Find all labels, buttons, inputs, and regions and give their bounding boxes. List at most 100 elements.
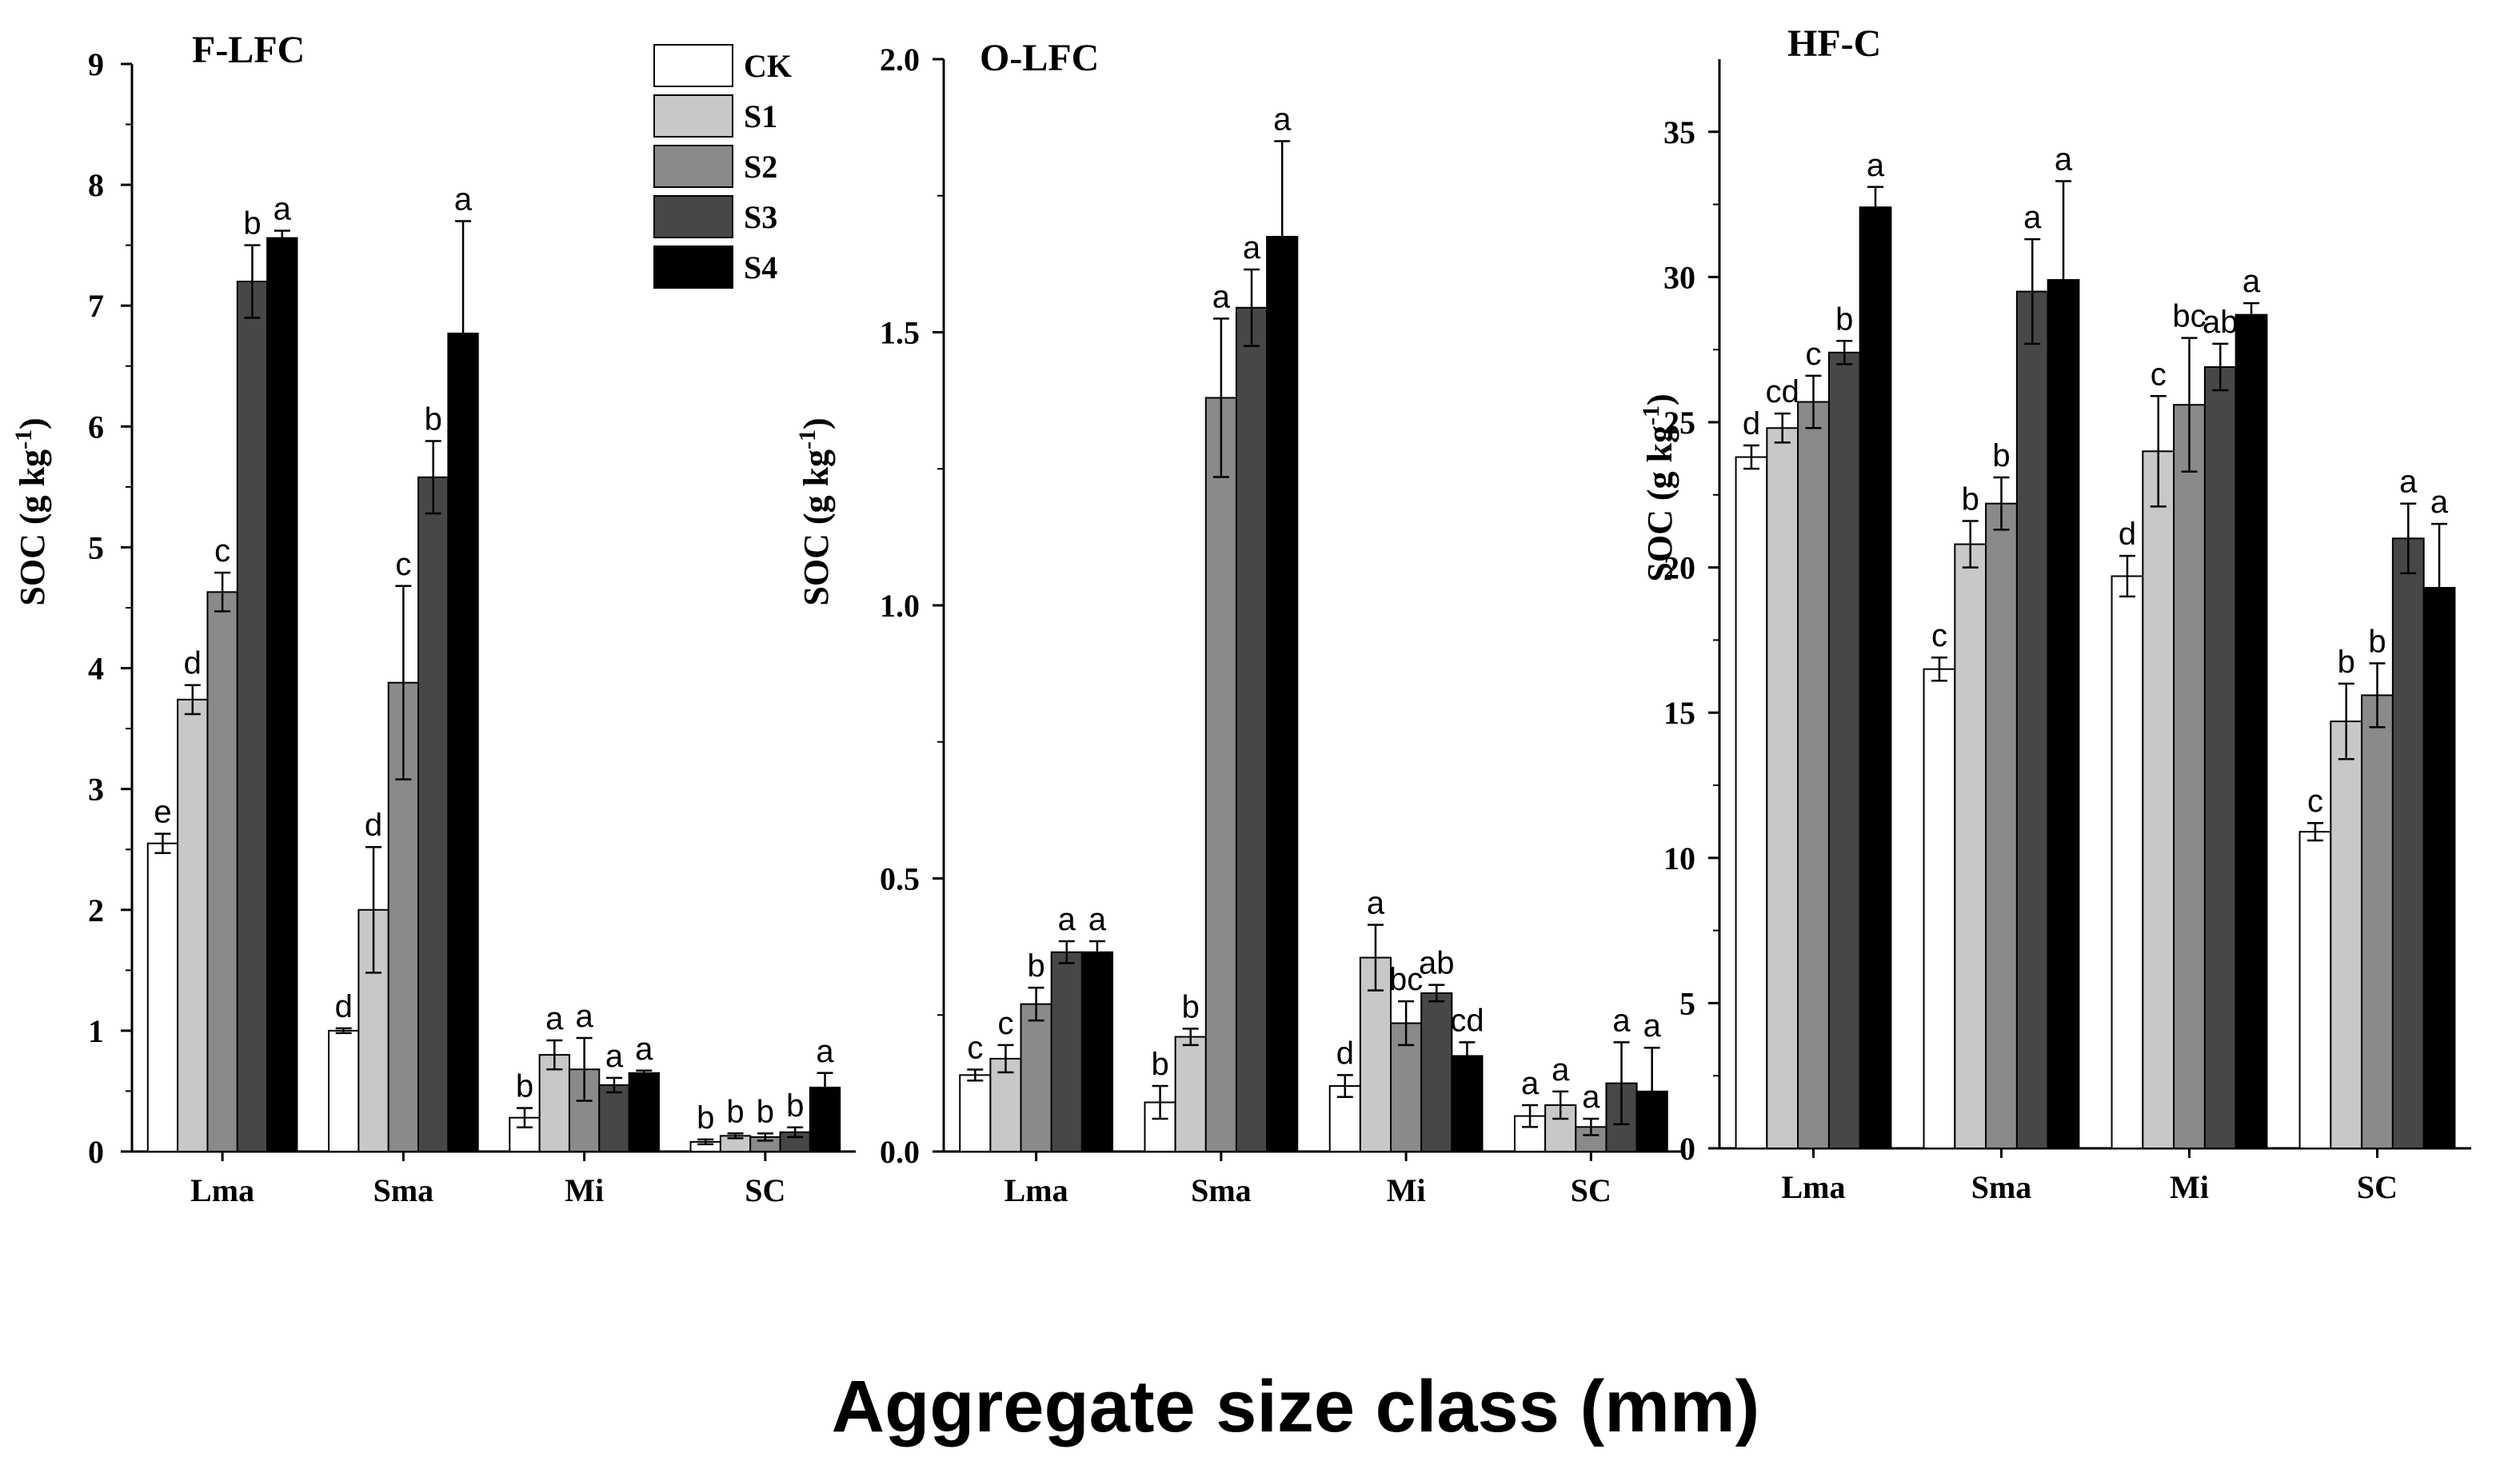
y-tick-label: 20 [1663, 550, 1695, 586]
y-axis-title-text: SOC (g kg [13, 449, 52, 606]
significance-label: a [1212, 279, 1231, 314]
x-axis-title: Aggregate size class (mm) [832, 1366, 1760, 1447]
significance-label: b [243, 206, 261, 242]
significance-label: a [576, 999, 594, 1034]
chart-title: HF-C [1787, 22, 1881, 65]
significance-label: c [214, 533, 230, 569]
bar [2047, 279, 2080, 1150]
bar [2234, 313, 2268, 1150]
significance-label: a [2399, 465, 2418, 500]
bar [146, 842, 179, 1152]
bar [538, 1054, 570, 1152]
significance-label: a [2023, 200, 2042, 235]
x-tick-label: Sma [373, 1172, 434, 1208]
legend-label: S2 [744, 149, 777, 185]
legend-swatch [653, 195, 733, 238]
bar [177, 698, 209, 1152]
bar [2391, 537, 2425, 1149]
x-tick-label: Mi [565, 1172, 604, 1208]
significance-label: cd [1450, 1003, 1484, 1038]
y-tick-label: 35 [1663, 114, 1695, 150]
legend-swatch [653, 246, 733, 289]
legend-label: S1 [744, 98, 777, 134]
significance-label: ab [2203, 305, 2238, 340]
significance-label: b [425, 401, 442, 437]
x-tick-label: SC [1571, 1172, 1611, 1208]
y-axis-title-text: SOC (g kg [797, 449, 836, 606]
bar [1859, 206, 1892, 1149]
significance-label: a [1521, 1066, 1540, 1101]
significance-label: a [1867, 148, 1885, 183]
significance-label: cd [1766, 374, 1799, 409]
bar [1735, 456, 1768, 1149]
y-tick-label: 3 [88, 772, 104, 808]
x-tick-label: Mi [2170, 1169, 2209, 1205]
bar [1174, 1036, 1207, 1152]
significance-label: a [1612, 1003, 1631, 1038]
y-tick-label: 10 [1663, 840, 1695, 876]
significance-label: bc [2172, 299, 2206, 334]
significance-label: a [1643, 1008, 1662, 1044]
significance-label: bc [1389, 962, 1423, 997]
legend-label: S3 [744, 199, 777, 235]
significance-label: b [1962, 481, 1979, 517]
bar [2361, 694, 2394, 1149]
y-axis-title: SOC (g kg-1) [10, 417, 53, 605]
significance-label: d [2119, 517, 2136, 552]
x-tick-label: SC [745, 1172, 785, 1208]
bar [1144, 1101, 1176, 1153]
y-axis-title-text: SOC (g kg [1640, 425, 1679, 582]
y-tick-label: 15 [1663, 695, 1695, 731]
y-tick-label: 5 [88, 529, 104, 565]
significance-label: c [967, 1031, 983, 1066]
bar [1827, 351, 1861, 1150]
y-tick-label: 9 [88, 46, 104, 82]
y-tick-label: 1.5 [880, 315, 920, 351]
legend: CK S1 S2 S3 S4 [653, 44, 792, 289]
significance-label: b [1151, 1047, 1168, 1082]
chart-title: O-LFC [980, 37, 1099, 79]
bar [2422, 587, 2456, 1149]
bar [417, 476, 449, 1152]
y-tick-label: 6 [88, 409, 104, 445]
significance-label: b [757, 1094, 774, 1129]
bar [1050, 951, 1083, 1152]
significance-label: a [1243, 230, 1261, 265]
significance-label: b [697, 1100, 714, 1136]
significance-label: a [1273, 102, 1292, 137]
significance-label: b [786, 1088, 804, 1124]
bar [1954, 543, 1987, 1149]
x-tick-label: Lma [190, 1172, 254, 1208]
bar [1766, 427, 1799, 1149]
significance-label: a [1582, 1080, 1600, 1115]
legend-swatch [653, 44, 733, 87]
bar [1797, 401, 1830, 1149]
y-axis-title-tail: ) [1640, 393, 1679, 405]
significance-label: c [1806, 337, 1822, 372]
significance-label: a [816, 1034, 834, 1069]
bar [628, 1072, 660, 1153]
bar [1266, 235, 1299, 1153]
bar [2015, 290, 2049, 1149]
x-tick-label: Mi [1387, 1172, 1426, 1208]
y-tick-label: 1.0 [880, 588, 920, 624]
y-axis-title-tail: ) [797, 417, 836, 429]
significance-label: a [635, 1032, 653, 1067]
significance-label: d [335, 989, 353, 1024]
significance-label: c [2307, 784, 2323, 819]
legend-swatch [653, 94, 733, 138]
bar [328, 1029, 360, 1153]
bar [236, 281, 269, 1152]
significance-label: ab [1419, 946, 1455, 981]
significance-label: a [1367, 886, 1385, 921]
y-axis-title: SOC (g kg-1) [794, 417, 837, 605]
y-tick-label: 0 [1679, 1131, 1695, 1167]
significance-label: b [1992, 438, 2010, 473]
y-tick-label: 4 [88, 651, 104, 687]
significance-label: c [997, 1006, 1013, 1041]
significance-label: d [365, 808, 382, 843]
x-tick-label: SC [2357, 1169, 2398, 1205]
legend-swatch [653, 145, 733, 188]
